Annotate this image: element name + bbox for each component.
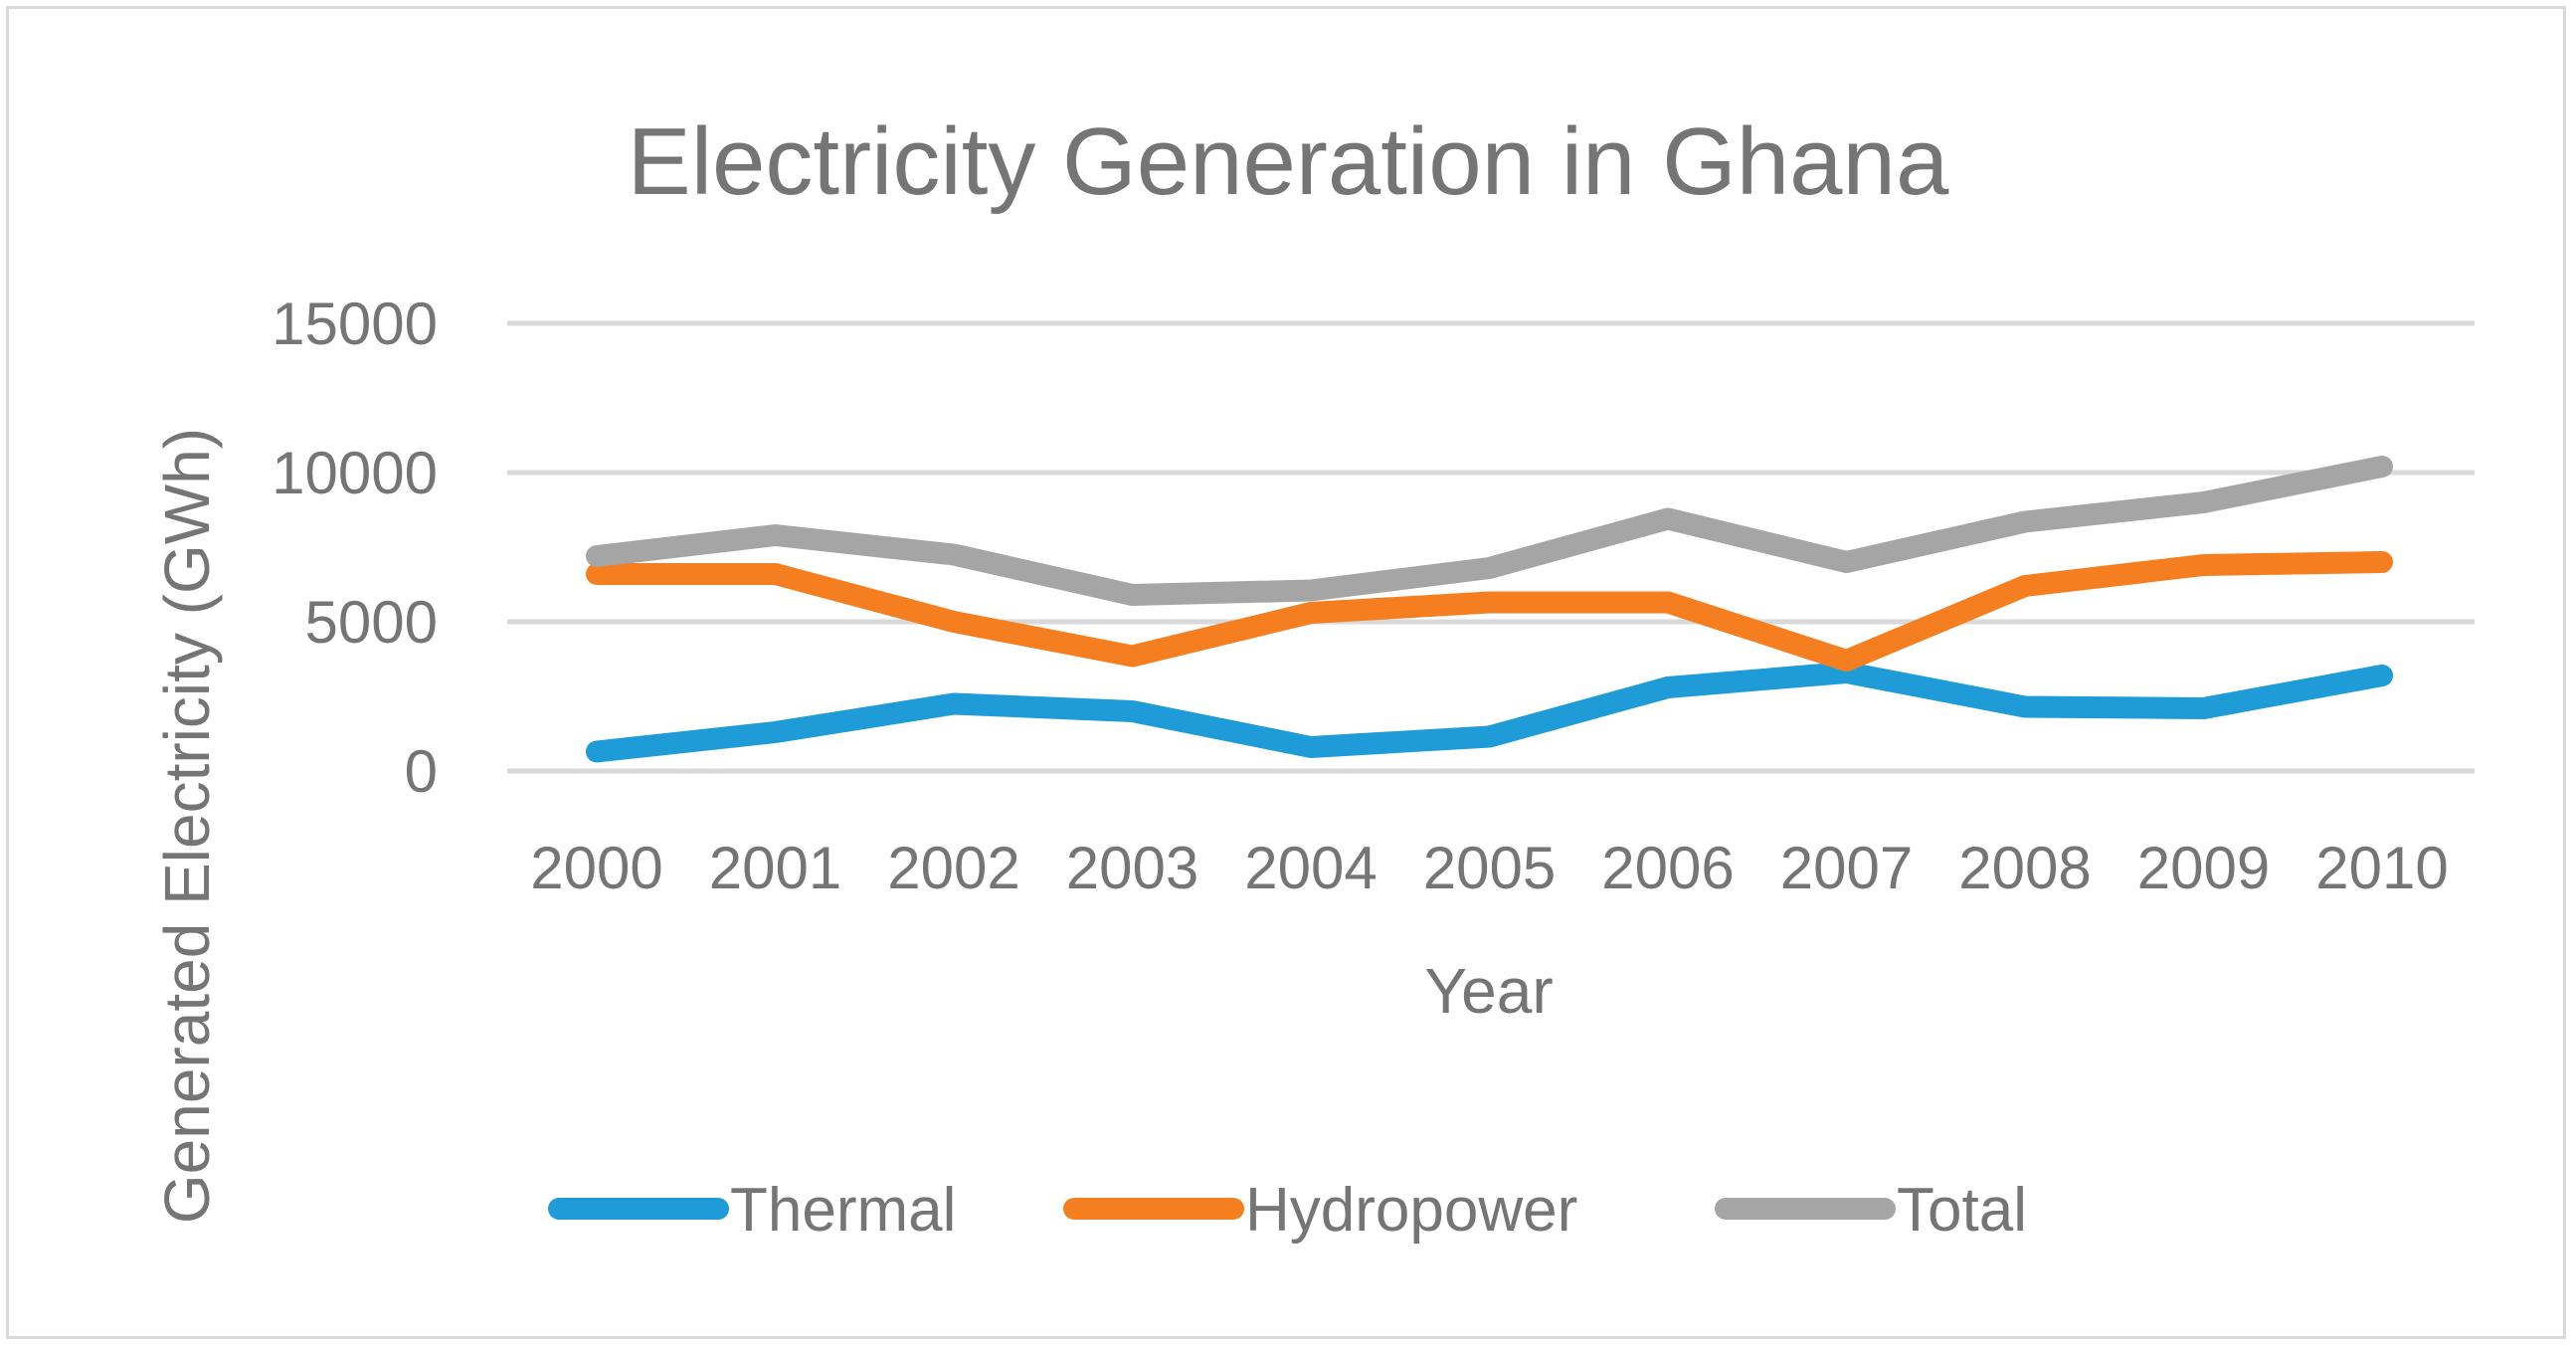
x-tick-label: 2002	[887, 835, 1019, 901]
legend-label: Hydropower	[1245, 1176, 1577, 1245]
y-tick-label: 15000	[272, 290, 438, 357]
x-tick-label: 2009	[2137, 835, 2270, 901]
legend: Thermal Hydropower Total	[548, 1176, 2027, 1245]
series-lines	[586, 456, 2393, 763]
x-tick-label: 2006	[1601, 835, 1734, 901]
x-tick-label: 2005	[1423, 835, 1556, 901]
series-line-total	[586, 456, 2393, 606]
legend-item-total: Total	[1715, 1176, 2027, 1245]
x-tick-label: 2008	[1958, 835, 2091, 901]
x-axis-title: Year	[1424, 955, 1553, 1027]
x-tick-label: 2001	[709, 835, 841, 901]
y-axis-ticks: 15000 10000 5000 0	[272, 290, 438, 805]
gridlines	[507, 320, 2475, 774]
chart-frame	[6, 6, 2566, 1339]
y-tick-label: 10000	[272, 440, 438, 506]
x-axis-ticks: 2000 2001 2002 2003 2004 2005 2006 2007 2008 2009…	[530, 835, 2448, 901]
chart-title: Electricity Generation in Ghana	[628, 108, 1949, 215]
y-tick-label: 5000	[305, 589, 438, 656]
x-tick-label: 2000	[530, 835, 662, 901]
legend-label: Thermal	[730, 1176, 956, 1245]
legend-item-thermal: Thermal	[548, 1176, 956, 1245]
legend-item-hydropower: Hydropower	[1063, 1176, 1577, 1245]
x-tick-label: 2003	[1066, 835, 1198, 901]
series-line-thermal	[586, 662, 2393, 763]
legend-label: Total	[1897, 1176, 2027, 1245]
x-tick-label: 2010	[2315, 835, 2448, 901]
y-tick-label: 0	[405, 738, 438, 805]
series-line-hydropower	[586, 551, 2393, 672]
y-axis-title: Generated Electricity (GWh)	[151, 428, 223, 1224]
x-tick-label: 2004	[1244, 835, 1377, 901]
x-tick-label: 2007	[1780, 835, 1913, 901]
